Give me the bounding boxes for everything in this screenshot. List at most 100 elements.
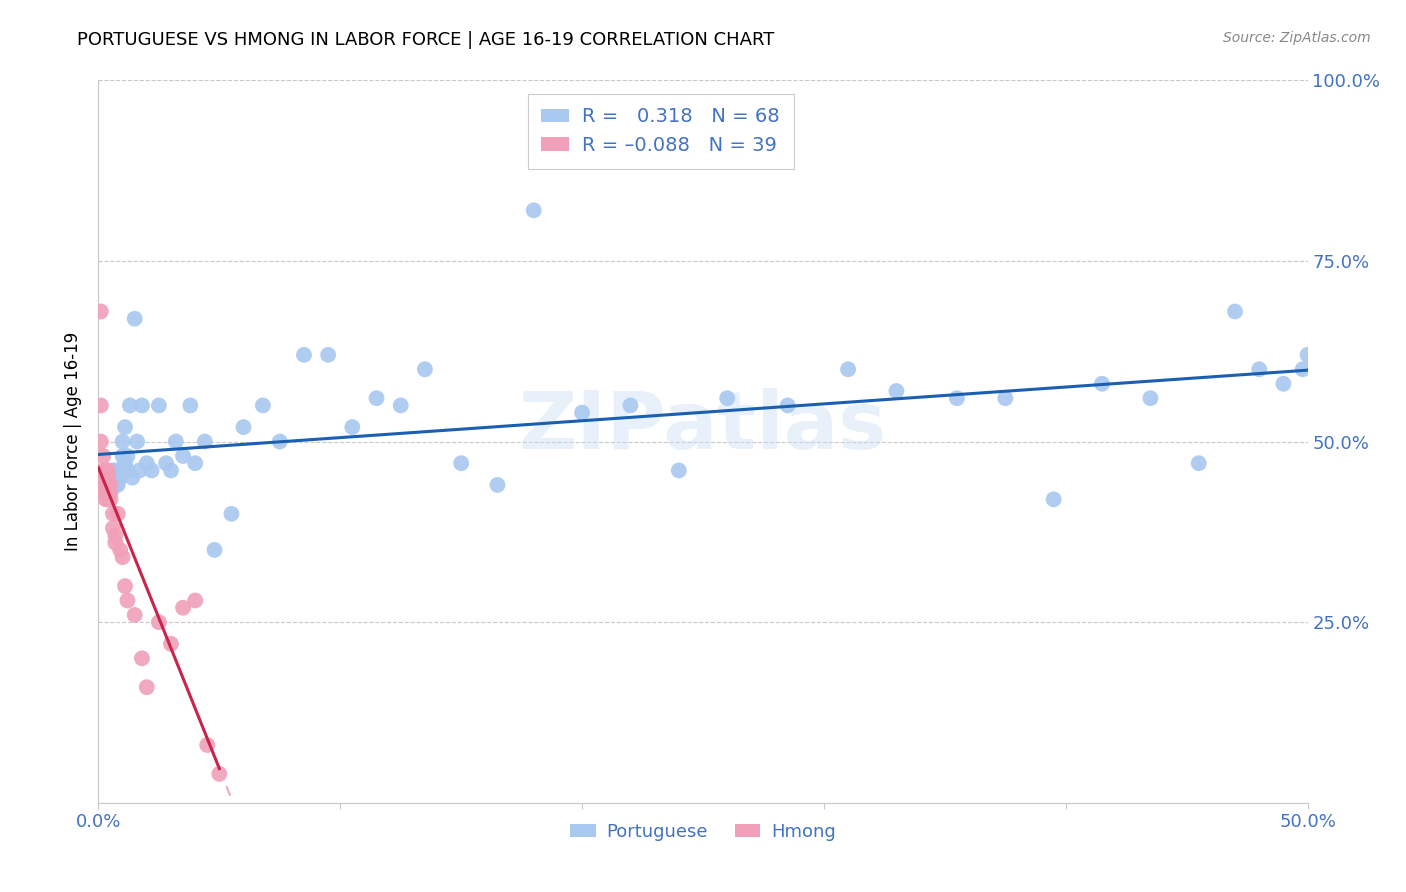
Point <box>90 304 112 318</box>
Point <box>160 637 183 651</box>
Point <box>776 398 799 412</box>
Point <box>221 507 243 521</box>
Point <box>342 420 364 434</box>
Point <box>94 492 117 507</box>
Point <box>97 470 120 484</box>
Point <box>1249 362 1271 376</box>
Point <box>135 456 157 470</box>
Point <box>101 507 124 521</box>
Point <box>184 593 207 607</box>
Point <box>413 362 436 376</box>
Point <box>450 456 472 470</box>
Point <box>486 478 509 492</box>
Point <box>101 463 124 477</box>
Point <box>204 542 226 557</box>
Point <box>108 463 131 477</box>
Point <box>94 485 117 500</box>
Point <box>118 398 141 412</box>
Point <box>97 470 120 484</box>
Point <box>1296 348 1319 362</box>
Point <box>1042 492 1064 507</box>
Point <box>1188 456 1211 470</box>
Point <box>668 463 690 477</box>
Point <box>172 600 194 615</box>
Point <box>195 738 218 752</box>
Point <box>128 463 150 477</box>
Point <box>114 579 136 593</box>
Point <box>1292 362 1315 376</box>
Point <box>1223 304 1246 318</box>
Point <box>111 449 134 463</box>
Point <box>97 463 120 477</box>
Point <box>252 398 274 412</box>
Point <box>101 521 124 535</box>
Point <box>619 398 641 412</box>
Point <box>117 593 139 607</box>
Point <box>194 434 217 449</box>
Text: ZIPatlas: ZIPatlas <box>519 388 887 467</box>
Point <box>104 463 127 477</box>
Point <box>184 456 207 470</box>
Point <box>107 507 129 521</box>
Point <box>135 680 157 694</box>
Point <box>100 492 122 507</box>
Point <box>94 470 117 484</box>
Point <box>108 542 131 557</box>
Point <box>104 528 127 542</box>
Point <box>121 470 143 484</box>
Point <box>104 535 127 549</box>
Point <box>91 485 114 500</box>
Point <box>131 651 153 665</box>
Point <box>1139 391 1161 405</box>
Point <box>523 203 546 218</box>
Point <box>91 478 114 492</box>
Point <box>292 348 315 362</box>
Point <box>148 398 170 412</box>
Point <box>111 550 134 565</box>
Point <box>100 478 122 492</box>
Point <box>837 362 859 376</box>
Point <box>104 478 127 492</box>
Point <box>117 449 139 463</box>
Point <box>111 434 134 449</box>
Point <box>946 391 969 405</box>
Point <box>131 398 153 412</box>
Point <box>90 398 112 412</box>
Point <box>108 470 131 484</box>
Point <box>366 391 388 405</box>
Point <box>571 406 593 420</box>
Point <box>155 456 177 470</box>
Point <box>179 398 201 412</box>
Point <box>165 434 187 449</box>
Point <box>232 420 254 434</box>
Point <box>114 456 136 470</box>
Point <box>97 478 120 492</box>
Point <box>124 311 146 326</box>
Point <box>100 485 122 500</box>
Point <box>90 434 112 449</box>
Point <box>269 434 291 449</box>
Point <box>91 449 114 463</box>
Point <box>97 478 120 492</box>
Point <box>107 470 129 484</box>
Point <box>886 384 908 398</box>
Point <box>148 615 170 630</box>
Point <box>94 463 117 477</box>
Point <box>100 485 122 500</box>
Point <box>114 420 136 434</box>
Text: PORTUGUESE VS HMONG IN LABOR FORCE | AGE 16-19 CORRELATION CHART: PORTUGUESE VS HMONG IN LABOR FORCE | AGE… <box>77 31 775 49</box>
Point <box>994 391 1017 405</box>
Point <box>94 485 117 500</box>
Point <box>124 607 146 622</box>
Point <box>97 492 120 507</box>
Point <box>172 449 194 463</box>
Point <box>91 470 114 484</box>
Point <box>127 434 149 449</box>
Point <box>117 463 139 477</box>
Point <box>107 478 129 492</box>
Point <box>160 463 183 477</box>
Point <box>316 348 339 362</box>
Legend: Portuguese, Hmong: Portuguese, Hmong <box>562 815 844 848</box>
Point <box>208 767 231 781</box>
Point <box>1272 376 1295 391</box>
